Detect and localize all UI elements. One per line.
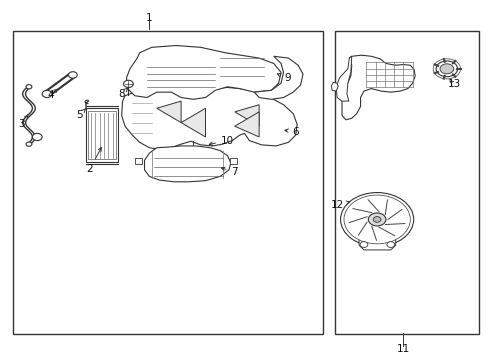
Circle shape (26, 142, 32, 146)
Circle shape (42, 90, 52, 98)
Text: 12: 12 (330, 200, 349, 210)
Circle shape (343, 195, 409, 244)
Circle shape (26, 85, 32, 89)
Polygon shape (330, 82, 337, 91)
Polygon shape (254, 56, 303, 99)
Text: 6: 6 (285, 127, 298, 136)
Text: 2: 2 (86, 148, 101, 174)
Bar (13, 31, 322, 334)
Text: 11: 11 (396, 343, 409, 354)
Circle shape (386, 242, 394, 247)
Text: 13: 13 (447, 79, 460, 89)
Polygon shape (234, 112, 259, 137)
Polygon shape (126, 45, 281, 99)
Bar (86, 108, 118, 162)
Circle shape (435, 61, 457, 77)
Polygon shape (335, 56, 351, 101)
Polygon shape (341, 55, 414, 120)
Bar (334, 31, 478, 334)
Bar (88, 111, 116, 159)
Circle shape (372, 217, 380, 222)
Circle shape (123, 80, 133, 87)
Text: 8: 8 (118, 88, 128, 99)
Text: 5: 5 (76, 108, 85, 120)
Text: 9: 9 (277, 73, 290, 83)
Polygon shape (135, 158, 142, 164)
Polygon shape (157, 101, 181, 123)
Circle shape (68, 72, 77, 78)
Polygon shape (122, 87, 297, 149)
Polygon shape (144, 146, 230, 182)
Text: 10: 10 (209, 136, 234, 145)
Circle shape (359, 242, 367, 247)
Polygon shape (358, 239, 395, 250)
Text: 3: 3 (19, 114, 28, 129)
Polygon shape (234, 105, 259, 126)
Circle shape (367, 213, 385, 226)
Text: 7: 7 (221, 167, 238, 177)
Text: 1: 1 (146, 13, 152, 23)
Circle shape (340, 193, 413, 246)
Text: 4: 4 (47, 89, 58, 100)
Circle shape (32, 134, 42, 140)
Polygon shape (181, 108, 205, 137)
Circle shape (439, 64, 453, 74)
Polygon shape (229, 158, 237, 164)
